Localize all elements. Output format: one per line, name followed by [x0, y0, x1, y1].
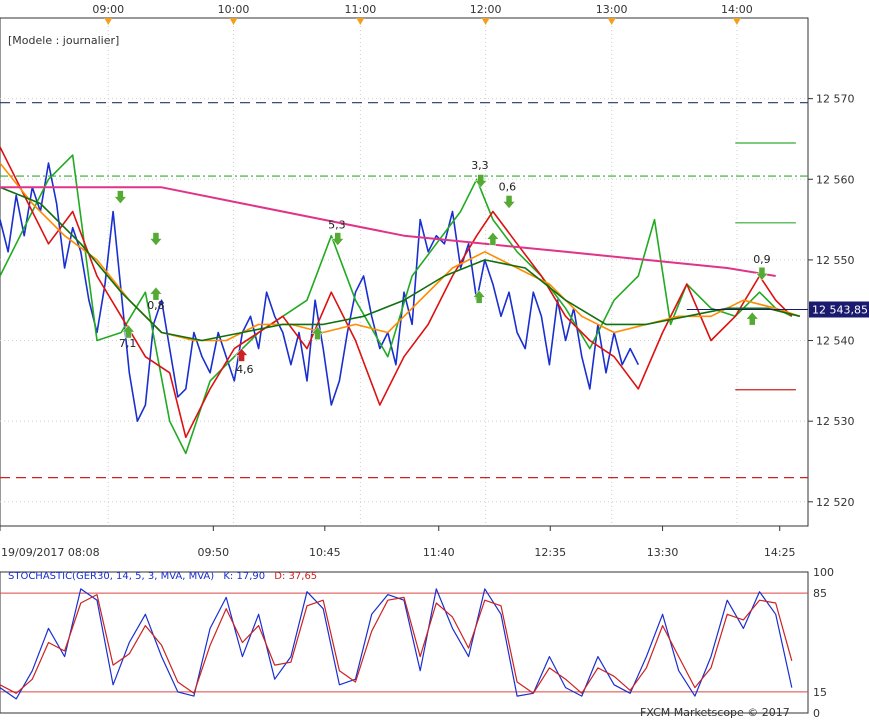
price-axis: 12 570 12 560 12 550 12 540 12 530 12 520 [808, 93, 855, 509]
signal-annotation: 3,3 [471, 159, 489, 172]
signal-annotation: 0,6 [499, 181, 517, 194]
stochastic-label: STOCHASTIC(GER30, 14, 5, 3, MVA, MVA) K:… [8, 571, 317, 582]
top-time-label: 12:00 [470, 3, 502, 16]
top-time-axis: 09:00 10:00 11:00 12:00 13:00 14:00 [92, 3, 753, 25]
bottom-time-label: 09:50 [197, 546, 229, 559]
bottom-time-label: 13:30 [647, 546, 679, 559]
arrow-up-icon [235, 348, 249, 362]
top-time-label: 14:00 [721, 3, 753, 16]
arrow-down-icon [113, 190, 127, 205]
price-tick-label: 12 560 [816, 173, 855, 186]
signal-annotation: 4,6 [236, 363, 254, 376]
series-line [0, 186, 801, 342]
top-time-label: 09:00 [92, 3, 124, 16]
arrow-up-icon [121, 324, 136, 339]
arrow-up-icon [486, 231, 500, 246]
bottom-time-label: 14:25 [764, 546, 796, 559]
arrow-up-icon [472, 289, 486, 304]
arrow-down-icon [149, 232, 163, 246]
main-plot-frame [0, 17, 809, 527]
arrow-up-icon [149, 286, 163, 301]
signal-annotation: 0,9 [753, 253, 771, 266]
session-marker-icon [356, 18, 365, 25]
top-time-label: 11:00 [345, 3, 377, 16]
level-lines [0, 102, 808, 479]
signal-annotation: 5,3 [328, 218, 346, 231]
session-marker-icon [732, 18, 741, 25]
bottom-time-axis: 19/09/2017 08:08 09:50 10:45 11:40 12:35 13:3… [0, 526, 796, 559]
arrow-up-icon [311, 326, 325, 340]
bottom-time-label: 10:45 [309, 546, 341, 559]
bottom-time-label: 11:40 [423, 546, 455, 559]
bottom-time-label: 12:35 [534, 546, 566, 559]
signal-annotations: 7,1 0,8 4,6 5,3 3,3 0,6 0,9 [119, 159, 771, 376]
oscillator-tick-label: 15 [813, 686, 827, 699]
price-tick-label: 12 570 [816, 93, 855, 106]
session-marker-icon [481, 18, 490, 25]
oscillator-tick-label: 0 [813, 707, 820, 720]
series-line [0, 186, 776, 277]
stochastic-k-value: K: 17,90 [223, 571, 265, 582]
signal-annotation: 7,1 [119, 337, 137, 350]
price-tick-label: 12 550 [816, 254, 855, 267]
price-tick-label: 12 530 [816, 415, 855, 428]
oscillator-grid [0, 592, 808, 693]
current-price-value: 12 543,85 [812, 303, 868, 316]
oscillator-series [0, 588, 793, 700]
arrow-down-icon [502, 195, 516, 209]
stochastic-d-value: D: 37,65 [274, 571, 317, 582]
session-marker-icon [104, 18, 113, 25]
oscillator-tick-label: 85 [813, 587, 827, 600]
price-tick-label: 12 540 [816, 335, 855, 348]
current-price-tag-bg [809, 301, 869, 318]
bottom-time-label: 19/09/2017 08:08 [1, 546, 100, 559]
top-time-label: 10:00 [218, 3, 250, 16]
model-label: [Modele : journalier] [8, 34, 119, 47]
session-marker-icon [229, 18, 238, 25]
arrow-up-icon [745, 311, 759, 326]
signal-annotation: 0,8 [147, 299, 165, 312]
top-time-label: 13:00 [596, 3, 628, 16]
arrow-down-icon [755, 266, 769, 281]
price-series [0, 146, 808, 455]
session-marker-icon [607, 18, 616, 25]
oscillator-line-d [0, 594, 793, 694]
current-price-tag: 12 543,85 [809, 301, 869, 318]
price-tick-label: 12 520 [816, 496, 855, 509]
signal-arrows [113, 174, 769, 362]
oscillator-frame [0, 571, 809, 714]
arrow-down-icon [331, 232, 345, 246]
stochastic-title: STOCHASTIC(GER30, 14, 5, 3, MVA, MVA) [8, 571, 214, 582]
copyright: FXCM Marketscope © 2017 [640, 706, 790, 719]
oscillator-axis: 100 85 15 0 [813, 566, 834, 720]
series-line [0, 146, 793, 439]
oscillator-tick-label: 100 [813, 566, 834, 579]
oscillator-line-k [0, 588, 793, 700]
arrow-down-icon [474, 174, 488, 188]
